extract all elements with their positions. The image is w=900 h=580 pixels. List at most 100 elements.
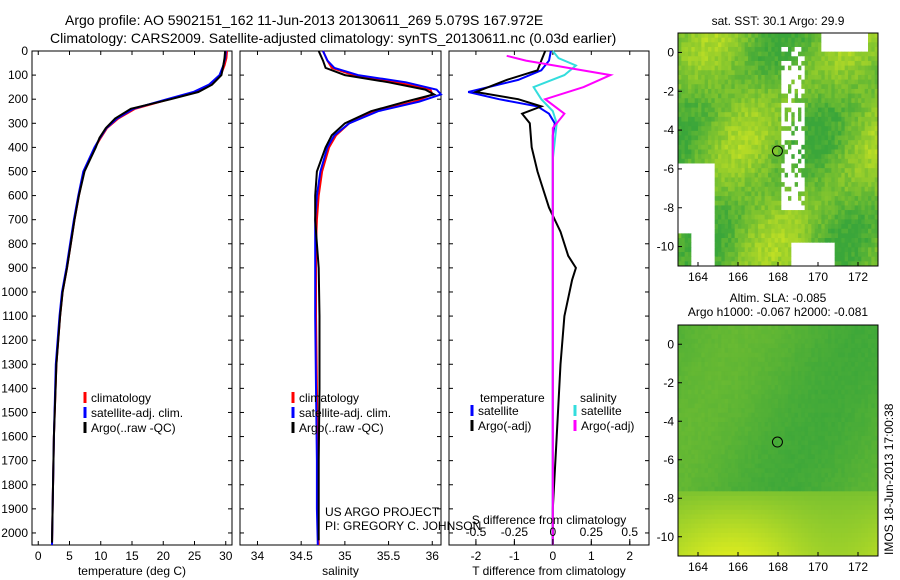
sla_map-cell: [704, 389, 709, 395]
sst_map-cell: [748, 182, 752, 188]
sst_map-cell: [751, 238, 756, 244]
sst_map-cell: [721, 98, 726, 104]
sst_map-gap-cell: [821, 256, 826, 262]
sst_map-cell: [838, 261, 842, 267]
sla_map-cell: [744, 454, 749, 460]
sla_map-cell: [771, 361, 776, 368]
sst_map-cell: [741, 214, 746, 220]
difference-series-line: [506, 54, 614, 545]
sla_map-cell: [851, 334, 856, 340]
sla_map-cell: [828, 385, 832, 391]
sst_map-cell: [744, 149, 749, 155]
sst_map-cell: [808, 51, 812, 57]
sst_map-cell: [864, 228, 869, 234]
sla_map-cell: [738, 371, 742, 377]
sst_map-ytick-label: 0: [667, 45, 674, 59]
sst_map-cell: [818, 210, 822, 216]
sla_map-cell: [701, 389, 706, 395]
sst_map-cell: [848, 51, 852, 57]
sla_map-cell: [721, 371, 726, 377]
sst_map-cell: [844, 200, 849, 206]
sla_map-cell: [718, 445, 722, 451]
sla_map-cell: [728, 334, 732, 340]
sla_map-cell: [724, 398, 729, 405]
sst_map-cell: [728, 154, 732, 160]
sla_map-cell: [794, 361, 799, 368]
difference-legend-label: satellite: [581, 404, 622, 418]
sst_map-cell: [708, 121, 712, 127]
sla_map-cell: [868, 338, 872, 344]
sst_map-cell: [774, 116, 779, 123]
sla_map-cell: [714, 334, 719, 340]
sst_map-cell: [734, 233, 739, 239]
sla_map-cell: [868, 348, 872, 354]
sst_map-cell: [781, 42, 786, 48]
sst_map-cell: [784, 107, 789, 113]
sst_map-gap-cell: [701, 186, 706, 192]
sst_map-cell: [801, 46, 806, 53]
sla_map-cell: [754, 408, 759, 414]
sst_map-cell: [681, 135, 686, 141]
sst_map-cell: [738, 42, 742, 48]
sst_map-gap-cell: [688, 163, 692, 169]
sla_map-cell: [694, 435, 699, 441]
sst_map-cell: [771, 242, 776, 248]
sst_map-gap-cell: [691, 210, 696, 216]
sla_map-cell: [704, 343, 709, 349]
sla_map-cell: [704, 348, 709, 354]
sst_map-cell: [768, 149, 772, 155]
sst_map-cell: [811, 79, 816, 85]
sst_map-cell: [694, 37, 699, 43]
sst_map-cell: [751, 135, 756, 141]
sst_map-cell: [828, 140, 832, 146]
sst_map-cell: [741, 200, 746, 206]
sla_map-cell: [771, 334, 776, 340]
sst_map-gap-cell: [694, 163, 699, 169]
sst_map-cell: [808, 107, 812, 113]
sla_map-cell: [731, 334, 736, 340]
sst_map-gap-cell: [828, 261, 832, 267]
sst_map-cell: [798, 228, 802, 234]
sla_map-cell: [818, 352, 822, 358]
sst_map-cell: [714, 224, 719, 230]
sst_map-cell: [838, 163, 842, 169]
sla_map-cell: [811, 375, 816, 381]
sla_map-cell: [734, 435, 739, 441]
sla_map-cell: [838, 422, 842, 428]
sst_map-cell: [818, 219, 822, 225]
sst_map-cell: [758, 172, 762, 178]
sla_map-cell: [708, 417, 712, 423]
sla_map-cell: [798, 403, 802, 409]
sst_map-cell: [834, 144, 839, 150]
sla_map-cell: [764, 366, 769, 372]
sst_map-cell: [798, 158, 802, 164]
sla_map-cell: [688, 403, 692, 409]
sla_map-cell: [828, 371, 832, 377]
sst_map-cell: [871, 102, 876, 109]
sla_map-cell: [751, 352, 756, 358]
sla_map-cell: [684, 352, 689, 358]
sst_map-cell: [844, 140, 849, 146]
sla_map-cell: [701, 338, 706, 344]
sst_map-gap-cell: [701, 172, 706, 178]
sst_map-cell: [841, 242, 846, 248]
sst_map-cell: [841, 233, 846, 239]
sst_map-gap-cell: [701, 228, 706, 234]
sst_map-cell: [814, 130, 819, 137]
sst_map-gap-cell: [851, 42, 856, 48]
sla_map-cell: [864, 352, 869, 358]
sla_map-cell: [801, 408, 806, 414]
sst_map-gap-cell: [711, 247, 716, 253]
sla_map-cell: [764, 380, 769, 386]
sst_map-cell: [834, 70, 839, 76]
sst_map-cell: [704, 84, 709, 90]
sst_map-cell: [771, 79, 776, 85]
sst_map-cell: [721, 182, 726, 188]
sst_map-cell: [811, 233, 816, 239]
sst_map-cell: [781, 247, 786, 253]
sla_map-cell: [721, 412, 726, 418]
sst_map-cell: [798, 42, 802, 48]
sla_map-cell: [758, 440, 762, 446]
sst_map-cell: [744, 196, 749, 202]
sla_map-cell: [758, 422, 762, 428]
